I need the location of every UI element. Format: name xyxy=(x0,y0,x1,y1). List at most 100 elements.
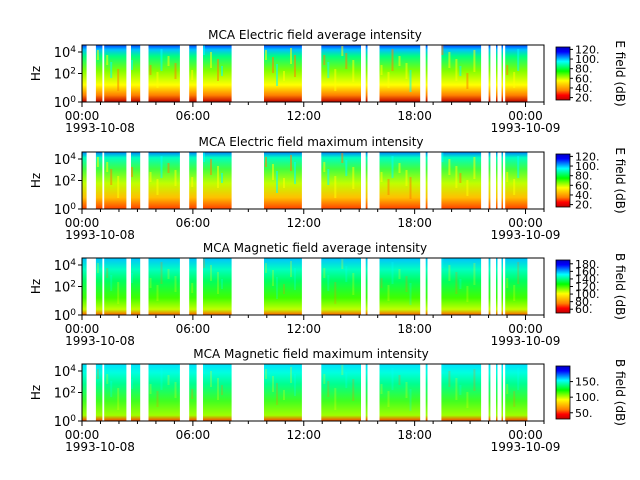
intensity-streak xyxy=(334,69,337,91)
data-block xyxy=(365,258,368,315)
data-block xyxy=(488,364,491,421)
intensity-streak xyxy=(290,261,292,277)
intensity-streak xyxy=(441,152,444,162)
intensity-streak xyxy=(517,156,520,178)
intensity-streak xyxy=(117,282,120,304)
x-tick-label: 12:00 xyxy=(286,428,321,442)
intensity-streak xyxy=(345,372,348,388)
colorbar-tick-label: 60. xyxy=(575,72,593,85)
intensity-streak xyxy=(117,388,120,410)
intensity-streak xyxy=(327,169,330,185)
intensity-streak xyxy=(517,368,520,390)
intensity-streak xyxy=(341,46,344,56)
x-tick-label: 06:00 xyxy=(176,109,211,123)
intensity-streak xyxy=(352,273,355,295)
intensity-streak xyxy=(174,276,177,292)
intensity-streak xyxy=(117,176,120,198)
data-block xyxy=(82,258,87,315)
x-date-label: 1993-10-09 xyxy=(491,334,561,348)
intensity-streak xyxy=(441,45,444,55)
data-block xyxy=(425,364,428,421)
intensity-streak xyxy=(276,171,278,193)
intensity-streak xyxy=(265,157,267,167)
colorbar-tick-label: 160. xyxy=(575,265,600,278)
data-block xyxy=(505,364,528,421)
data-block xyxy=(95,45,103,102)
x-tick-label: 00:00 xyxy=(508,428,543,442)
intensity-streak xyxy=(265,369,267,379)
intensity-streak xyxy=(387,72,390,88)
intensity-streak xyxy=(210,52,212,68)
y-tick-label: 104 xyxy=(54,45,77,61)
intensity-streak xyxy=(294,374,296,396)
intensity-streak xyxy=(110,381,113,397)
intensity-streak xyxy=(506,384,509,394)
y-tick-label: 102 xyxy=(54,174,76,190)
intensity-streak xyxy=(272,164,274,180)
intensity-streak xyxy=(283,178,285,188)
intensity-streak xyxy=(334,282,337,304)
spectrogram-blocks xyxy=(82,364,528,421)
intensity-streak xyxy=(191,389,194,399)
data-block xyxy=(505,45,528,102)
intensity-streak xyxy=(466,286,469,302)
data-block xyxy=(264,258,302,315)
data-block xyxy=(501,152,503,209)
intensity-streak xyxy=(265,50,267,60)
data-block xyxy=(148,364,180,421)
intensity-streak xyxy=(174,170,177,186)
data-block xyxy=(379,364,421,421)
data-block xyxy=(264,152,302,209)
x-tick-label: 00:00 xyxy=(508,322,543,336)
data-block xyxy=(365,45,368,102)
data-block xyxy=(425,258,428,315)
colorbar-tick-label: 60. xyxy=(575,179,593,192)
intensity-streak xyxy=(327,62,330,78)
data-block xyxy=(501,258,503,315)
intensity-streak xyxy=(380,65,383,75)
intensity-streak xyxy=(473,263,476,285)
intensity-streak xyxy=(110,275,113,291)
intensity-streak xyxy=(96,157,99,167)
x-tick-label: 00:00 xyxy=(65,216,100,230)
x-tick-label: 18:00 xyxy=(397,109,432,123)
intensity-streak xyxy=(110,169,113,185)
data-block xyxy=(148,258,180,315)
intensity-streak xyxy=(405,382,408,398)
colorbar-label: E field (dB) xyxy=(613,40,627,106)
x-tick-label: 00:00 xyxy=(65,322,100,336)
intensity-streak xyxy=(441,258,444,268)
intensity-streak xyxy=(210,159,212,175)
x-date-label: 1993-10-09 xyxy=(491,440,561,454)
data-block xyxy=(501,364,503,421)
panel-title: MCA Magnetic field average intensity xyxy=(203,241,427,255)
x-tick-label: 18:00 xyxy=(397,322,432,336)
y-tick-label: 102 xyxy=(54,67,76,83)
intensity-streak xyxy=(106,268,109,278)
intensity-streak xyxy=(459,173,462,183)
intensity-streak xyxy=(276,64,278,86)
y-tick-label: 104 xyxy=(54,364,77,380)
y-tick-label: 102 xyxy=(54,280,76,296)
intensity-streak xyxy=(167,375,170,385)
data-block xyxy=(496,152,498,209)
intensity-streak xyxy=(398,375,401,385)
data-block xyxy=(189,258,197,315)
data-block xyxy=(505,258,528,315)
intensity-streak xyxy=(517,262,520,284)
intensity-streak xyxy=(459,385,462,395)
intensity-streak xyxy=(341,153,344,163)
intensity-streak xyxy=(352,379,355,401)
intensity-streak xyxy=(448,265,451,281)
colorbar-tick-label: 100. xyxy=(575,160,600,173)
intensity-streak xyxy=(276,277,278,299)
intensity-streak xyxy=(117,69,120,91)
intensity-streak xyxy=(391,262,394,284)
intensity-streak xyxy=(265,263,267,273)
panel-title: MCA Electric field average intensity xyxy=(208,28,422,42)
intensity-streak xyxy=(156,179,159,195)
data-block xyxy=(441,364,482,421)
data-block xyxy=(189,364,197,421)
spectrogram-blocks xyxy=(82,258,528,315)
colorbar-tick-label: 100. xyxy=(575,53,600,66)
